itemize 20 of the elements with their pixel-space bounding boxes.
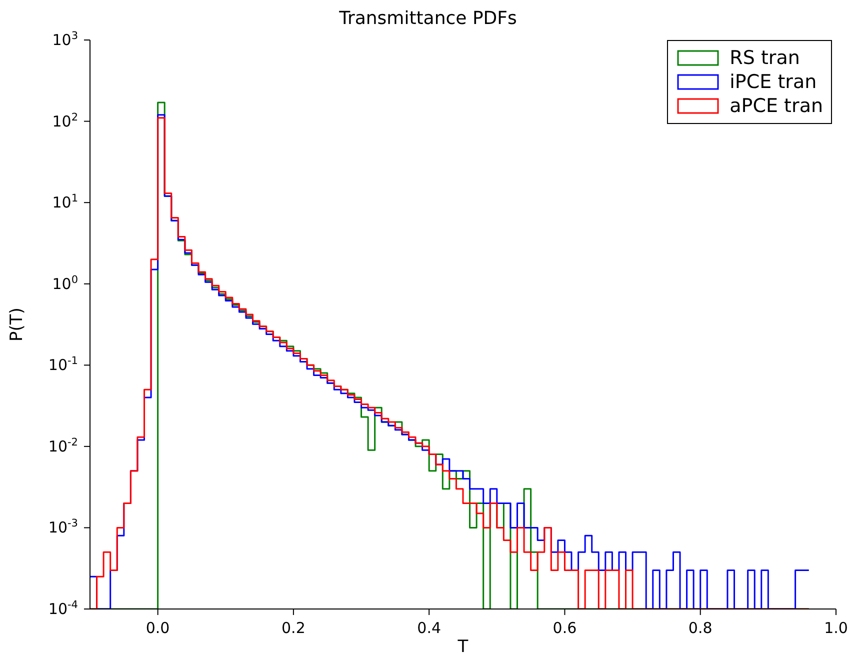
chart-title: Transmittance PDFs <box>338 8 518 29</box>
y-tick-label: 10$^{-2}$ <box>48 436 78 456</box>
y-tick-label: 10$^{-1}$ <box>48 355 78 374</box>
x-tick-label: 0.6 <box>552 619 577 637</box>
x-axis-title: T <box>456 637 469 657</box>
x-tick-label: 0.4 <box>417 619 442 637</box>
x-tick-label: 0.2 <box>282 619 306 637</box>
y-tick-label: 10$^{2}$ <box>52 111 78 130</box>
y-tick-label: 10$^{0}$ <box>52 274 78 293</box>
legend-label: iPCE tran <box>730 71 817 93</box>
y-tick-label: 10$^{1}$ <box>52 192 78 212</box>
x-tick-label: 0.0 <box>146 619 170 637</box>
y-tick-label: 10$^{-4}$ <box>48 599 78 618</box>
x-tick-label: 1.0 <box>824 619 848 637</box>
y-tick-label: 10$^{-3}$ <box>48 518 78 537</box>
y-axis-title: P(T) <box>7 308 28 342</box>
legend-label: RS tran <box>730 47 800 69</box>
x-tick-label: 0.8 <box>688 619 712 637</box>
legend-label: aPCE tran <box>730 95 823 117</box>
y-tick-label: 10$^{3}$ <box>52 30 78 49</box>
